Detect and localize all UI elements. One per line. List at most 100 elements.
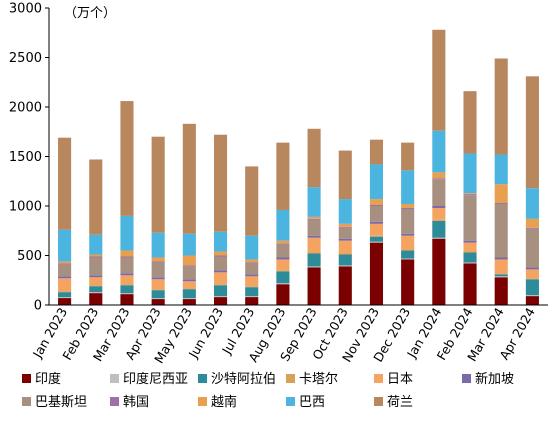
bar-segment — [494, 184, 508, 204]
bar-segment — [338, 240, 352, 254]
bar-segment — [494, 273, 508, 275]
bar-segment — [182, 255, 196, 266]
bar-segment — [463, 91, 477, 154]
legend-label: 越南 — [211, 394, 237, 410]
bar-segment — [213, 284, 228, 286]
bar-segment — [120, 294, 134, 305]
legend-label: 卡塔尔 — [299, 372, 338, 387]
bar-segment — [89, 257, 103, 276]
bar-segment — [245, 259, 259, 263]
legend-label: 巴基斯坦 — [35, 395, 87, 410]
bar-segment — [401, 249, 415, 251]
bar-segment — [213, 296, 228, 298]
bar-segment — [182, 281, 196, 289]
legend-swatch — [110, 374, 119, 383]
bar-segment — [151, 257, 165, 262]
bar-segment — [120, 250, 134, 257]
bar-segment — [213, 251, 228, 256]
bar-segment — [89, 275, 103, 278]
bar-segment — [58, 276, 72, 279]
bar-segment — [338, 254, 352, 266]
bar-segment — [58, 229, 72, 262]
bar-segment — [89, 277, 103, 286]
bar-segment — [151, 262, 165, 278]
bar-segment — [432, 237, 446, 239]
bars — [58, 29, 539, 305]
bar-segment — [151, 232, 165, 258]
y-tick-label: 3000 — [9, 2, 42, 17]
bar-segment — [525, 267, 539, 270]
bar-segment — [338, 223, 352, 227]
legend-label: 沙特阿拉伯 — [211, 372, 276, 387]
bar-segment — [463, 194, 477, 196]
bar-segment — [58, 298, 72, 305]
bar-segment — [276, 243, 290, 245]
bar-segment — [276, 284, 290, 305]
bar-segment — [432, 179, 446, 206]
bar-segment — [245, 166, 259, 236]
bar-segment — [120, 285, 134, 294]
bar-segment — [494, 259, 508, 274]
bar-segment — [525, 228, 539, 268]
bar-segment — [151, 290, 165, 299]
legend-label: 荷兰 — [387, 395, 413, 410]
bar-segment — [432, 238, 446, 305]
bar-segment — [182, 265, 196, 267]
bar-segment — [58, 263, 72, 265]
bar-segment — [525, 278, 539, 280]
legend-label: 韩国 — [123, 395, 149, 410]
bar-segment — [182, 298, 196, 300]
bar-segment — [369, 223, 384, 236]
bar-segment — [432, 220, 446, 238]
bar-segment — [369, 242, 384, 305]
bar-segment — [245, 297, 259, 305]
legend-label: 印度 — [35, 371, 61, 387]
bar-segment — [369, 199, 384, 206]
bar-segment — [525, 227, 539, 229]
bar-segment — [58, 261, 72, 264]
bar-segment — [213, 285, 228, 297]
bar-segment — [494, 58, 508, 155]
bar-segment — [494, 203, 508, 205]
bar-segment — [120, 257, 134, 274]
legend-swatch — [22, 374, 31, 383]
bar-segment — [494, 204, 508, 258]
bar-segment — [245, 296, 259, 298]
bar-segment — [245, 286, 259, 288]
bar-segment — [463, 262, 477, 264]
bar-segment — [401, 170, 415, 205]
bar-segment — [369, 164, 384, 200]
bar-segment — [213, 134, 228, 232]
bar-segment — [463, 195, 477, 241]
bar-segment — [182, 266, 196, 280]
bar-segment — [89, 159, 103, 235]
bar-segment — [89, 234, 103, 255]
bar-segment — [525, 296, 539, 305]
bar-segment — [307, 128, 321, 188]
bar-segment — [89, 292, 103, 294]
bar-segment — [120, 101, 134, 216]
bar-segment — [338, 253, 352, 255]
y-tick-label: 500 — [17, 249, 42, 264]
y-tick-label: 1000 — [9, 200, 42, 215]
bar-segment — [432, 207, 446, 220]
bar-segment — [525, 188, 539, 219]
bar-segment — [494, 257, 508, 260]
bar-segment — [151, 136, 165, 233]
bar-segment — [525, 218, 539, 228]
bar-segment — [338, 226, 352, 228]
bar-segment — [151, 279, 165, 290]
bar-segment — [463, 251, 477, 253]
bar-segment — [432, 219, 446, 221]
bar-segment — [58, 278, 72, 292]
bar-segment — [307, 253, 321, 267]
bar-segment — [213, 297, 228, 305]
bar-segment — [369, 236, 384, 242]
y-tick-label: 1500 — [9, 150, 42, 165]
legend-swatch — [198, 374, 207, 383]
bar-segment — [525, 76, 539, 189]
bar-segment — [525, 279, 539, 296]
bar-segment — [307, 266, 321, 268]
